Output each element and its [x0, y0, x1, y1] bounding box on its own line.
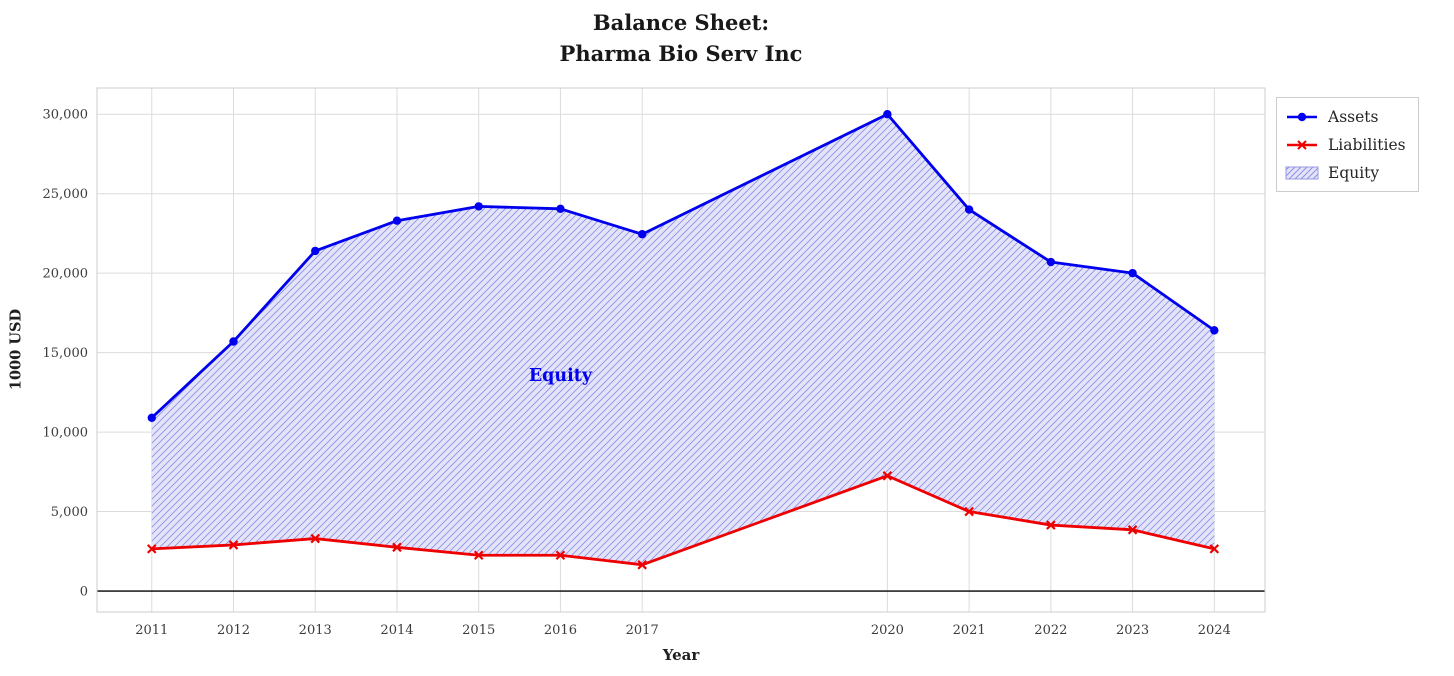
legend-item-equity: Equity	[1285, 161, 1406, 184]
svg-text:20,000: 20,000	[43, 267, 89, 282]
svg-text:15,000: 15,000	[43, 346, 89, 361]
liabilities-line	[146, 471, 1220, 570]
svg-text:2017: 2017	[626, 623, 659, 638]
svg-text:0: 0	[80, 585, 88, 600]
y-axis-label: 1000 USD	[7, 308, 25, 391]
svg-text:2013: 2013	[299, 623, 332, 638]
y-tick-labels: 0 5,000 10,000 15,000 20,000 25,000 30,000	[43, 108, 89, 600]
line-x-icon	[1287, 139, 1317, 150]
svg-text:2023: 2023	[1116, 623, 1149, 638]
legend-label-assets: Assets	[1328, 107, 1379, 126]
svg-text:2022: 2022	[1034, 623, 1067, 638]
legend-label-liabilities: Liabilities	[1328, 135, 1406, 154]
svg-text:5,000: 5,000	[51, 505, 88, 520]
chart-title: Balance Sheet: Pharma Bio Serv Inc	[97, 7, 1265, 69]
x-tick-labels: 2011 2012 2013 2014 2015 2016 2017 2020 2021 2022…	[135, 623, 1231, 638]
svg-text:2012: 2012	[217, 623, 250, 638]
chart-title-line-2: Pharma Bio Serv Inc	[559, 41, 803, 66]
svg-text:25,000: 25,000	[43, 187, 89, 202]
hatch-patch-icon	[1285, 166, 1319, 179]
svg-text:30,000: 30,000	[43, 108, 89, 123]
line-circle-icon	[1287, 112, 1317, 121]
assets-line	[147, 110, 1219, 422]
legend-label-equity: Equity	[1328, 163, 1380, 182]
svg-text:10,000: 10,000	[43, 426, 89, 441]
svg-text:2016: 2016	[544, 623, 577, 638]
plot-border	[96, 87, 1266, 613]
legend-item-liabilities: Liabilities	[1285, 133, 1406, 156]
legend-item-assets: Assets	[1285, 105, 1406, 128]
legend: Assets Liabilities Equity	[1276, 97, 1419, 192]
x-axis-label: Year	[662, 646, 700, 664]
equity-annotation: Equity	[529, 366, 593, 386]
svg-text:2011: 2011	[135, 623, 168, 638]
svg-text:2020: 2020	[871, 623, 904, 638]
svg-text:2021: 2021	[953, 623, 986, 638]
equity-area	[151, 114, 1215, 565]
chart-title-line-1: Balance Sheet:	[592, 10, 770, 35]
svg-text:2024: 2024	[1198, 623, 1231, 638]
svg-text:2014: 2014	[380, 623, 413, 638]
svg-text:2015: 2015	[462, 623, 495, 638]
